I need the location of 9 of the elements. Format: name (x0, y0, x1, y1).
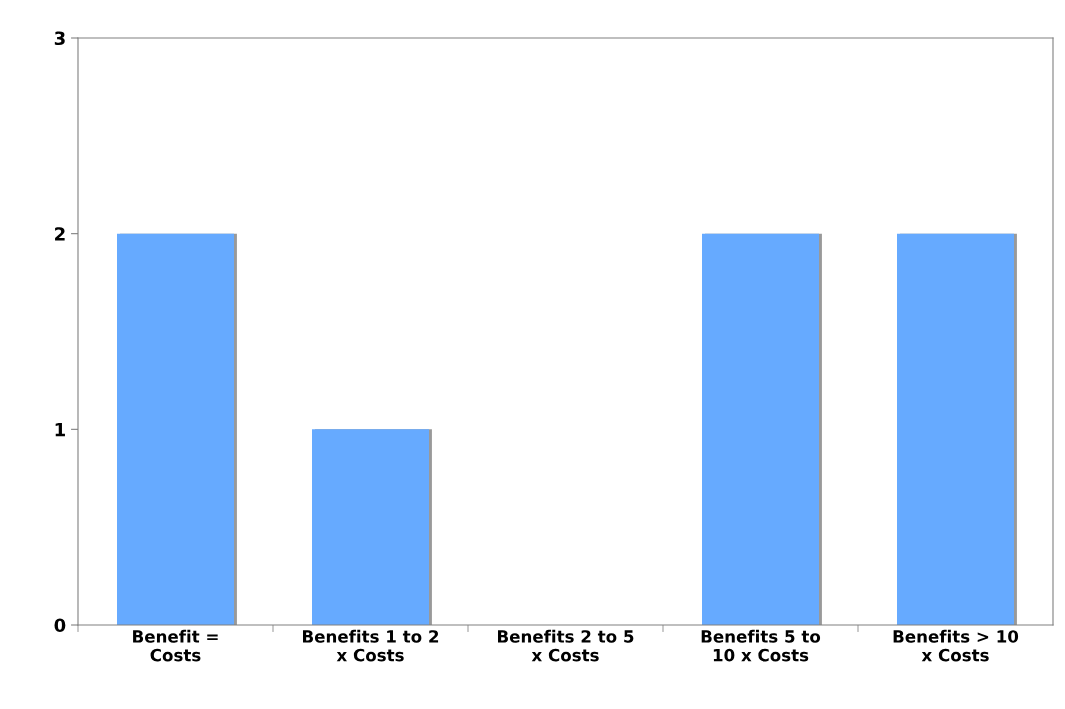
y-tick-label: 3 (54, 31, 65, 46)
x-tick-label: Benefits 5 to 10 x Costs (701, 629, 821, 662)
x-tick-label: Benefits 1 to 2 x Costs (303, 629, 439, 662)
y-tick-label: 2 (55, 227, 65, 241)
x-tick-label: Benefits 2 to 5 x Costs (498, 629, 634, 662)
y-tick-label: 0 (54, 618, 66, 633)
x-tick-label: Benefits > 10 x Costs (893, 629, 1019, 662)
x-tick-label: Benefit = Costs (133, 629, 218, 662)
y-tick-label: 1 (55, 423, 65, 437)
